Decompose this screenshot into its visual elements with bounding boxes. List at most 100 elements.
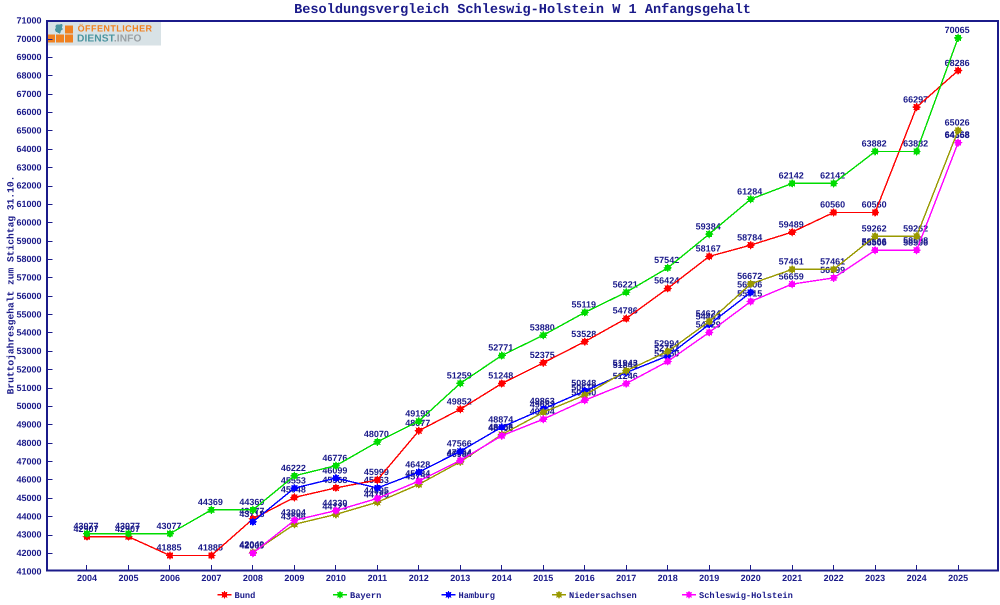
svg-text:63882: 63882 [862,139,887,149]
svg-text:58167: 58167 [696,244,721,254]
svg-text:44785: 44785 [364,489,389,499]
svg-text:43077: 43077 [115,521,140,531]
svg-text:57461: 57461 [779,257,804,267]
svg-text:2007: 2007 [201,573,221,583]
svg-text:Schleswig-Holstein: Schleswig-Holstein [699,591,793,600]
svg-text:51843: 51843 [613,360,638,370]
svg-text:2022: 2022 [824,573,844,583]
svg-text:58784: 58784 [737,232,762,242]
svg-text:52000: 52000 [16,364,41,374]
svg-text:66297: 66297 [903,94,928,104]
svg-text:41000: 41000 [16,567,41,577]
svg-text:57542: 57542 [654,255,679,265]
svg-text:DIENST.INFO: DIENST.INFO [77,33,142,44]
svg-text:2012: 2012 [409,573,429,583]
svg-text:2023: 2023 [865,573,885,583]
svg-text:68286: 68286 [945,58,970,68]
svg-text:44000: 44000 [16,511,41,521]
svg-text:59489: 59489 [779,219,804,229]
svg-text:44123: 44123 [322,502,347,512]
svg-text:46984: 46984 [447,449,472,459]
svg-text:45000: 45000 [16,493,41,503]
svg-text:46776: 46776 [322,453,347,463]
svg-text:2015: 2015 [533,573,553,583]
svg-text:2006: 2006 [160,573,180,583]
svg-text:62142: 62142 [820,171,845,181]
svg-text:63000: 63000 [16,162,41,172]
svg-text:2005: 2005 [118,573,138,583]
svg-text:47566: 47566 [447,438,472,448]
svg-text:60000: 60000 [16,218,41,228]
svg-text:2013: 2013 [450,573,470,583]
svg-text:49000: 49000 [16,420,41,430]
svg-text:69000: 69000 [16,52,41,62]
svg-text:62142: 62142 [779,171,804,181]
svg-text:43804: 43804 [281,508,306,518]
svg-text:58506: 58506 [903,237,928,247]
svg-text:50848: 50848 [571,378,596,388]
svg-text:45999: 45999 [364,467,389,477]
svg-text:68000: 68000 [16,71,41,81]
svg-text:49852: 49852 [447,396,472,406]
svg-text:2011: 2011 [368,573,388,583]
svg-text:60560: 60560 [862,200,887,210]
svg-text:56672: 56672 [737,271,762,281]
svg-text:2019: 2019 [699,573,719,583]
svg-text:50618: 50618 [571,382,596,392]
svg-text:45553: 45553 [281,475,306,485]
svg-text:48000: 48000 [16,438,41,448]
svg-text:64000: 64000 [16,144,41,154]
svg-text:62000: 62000 [16,181,41,191]
svg-text:51000: 51000 [16,383,41,393]
svg-text:53880: 53880 [530,322,555,332]
svg-text:2021: 2021 [782,573,802,583]
svg-text:55119: 55119 [572,300,597,310]
svg-text:58506: 58506 [862,237,887,247]
svg-text:2017: 2017 [616,573,636,583]
svg-text:51259: 51259 [447,371,472,381]
svg-text:56659: 56659 [779,271,804,281]
svg-text:2018: 2018 [658,573,678,583]
svg-text:ÖFFENTLICHER: ÖFFENTLICHER [78,24,153,34]
svg-text:52375: 52375 [530,350,555,360]
svg-text:67000: 67000 [16,89,41,99]
svg-text:59262: 59262 [862,224,887,234]
svg-text:66000: 66000 [16,107,41,117]
svg-text:51248: 51248 [488,371,513,381]
svg-text:Hamburg: Hamburg [459,591,496,600]
svg-text:49683: 49683 [530,400,555,410]
svg-text:48874: 48874 [488,414,513,424]
svg-text:71000: 71000 [16,15,41,25]
svg-text:46222: 46222 [281,463,306,473]
svg-text:65000: 65000 [16,126,41,136]
svg-text:42000: 42000 [16,548,41,558]
svg-text:61284: 61284 [737,186,762,196]
svg-text:2025: 2025 [948,573,968,583]
svg-text:41885: 41885 [156,543,181,553]
svg-text:46099: 46099 [322,465,347,475]
svg-text:42009: 42009 [239,540,264,550]
svg-text:61000: 61000 [16,199,41,209]
svg-text:59000: 59000 [16,236,41,246]
svg-text:54463: 54463 [696,312,721,322]
svg-text:53528: 53528 [571,329,596,339]
svg-text:43077: 43077 [73,521,98,531]
svg-text:65026: 65026 [945,118,970,128]
svg-text:70000: 70000 [16,34,41,44]
svg-text:46428: 46428 [405,459,430,469]
svg-text:2010: 2010 [326,573,346,583]
svg-text:59262: 59262 [903,224,928,234]
svg-text:43718: 43718 [239,509,264,519]
svg-text:43000: 43000 [16,530,41,540]
svg-text:Besoldungsvergleich Schleswig-: Besoldungsvergleich Schleswig-Holstein W… [294,2,751,18]
svg-text:64358: 64358 [945,130,970,140]
svg-text:44330: 44330 [322,498,347,508]
svg-text:52751: 52751 [654,343,679,353]
svg-text:54786: 54786 [613,306,638,316]
svg-text:43586: 43586 [281,512,306,522]
svg-text:2024: 2024 [907,573,927,583]
svg-text:48070: 48070 [364,429,389,439]
svg-text:42049: 42049 [239,540,264,550]
svg-text:55000: 55000 [16,309,41,319]
svg-text:54624: 54624 [696,309,721,319]
